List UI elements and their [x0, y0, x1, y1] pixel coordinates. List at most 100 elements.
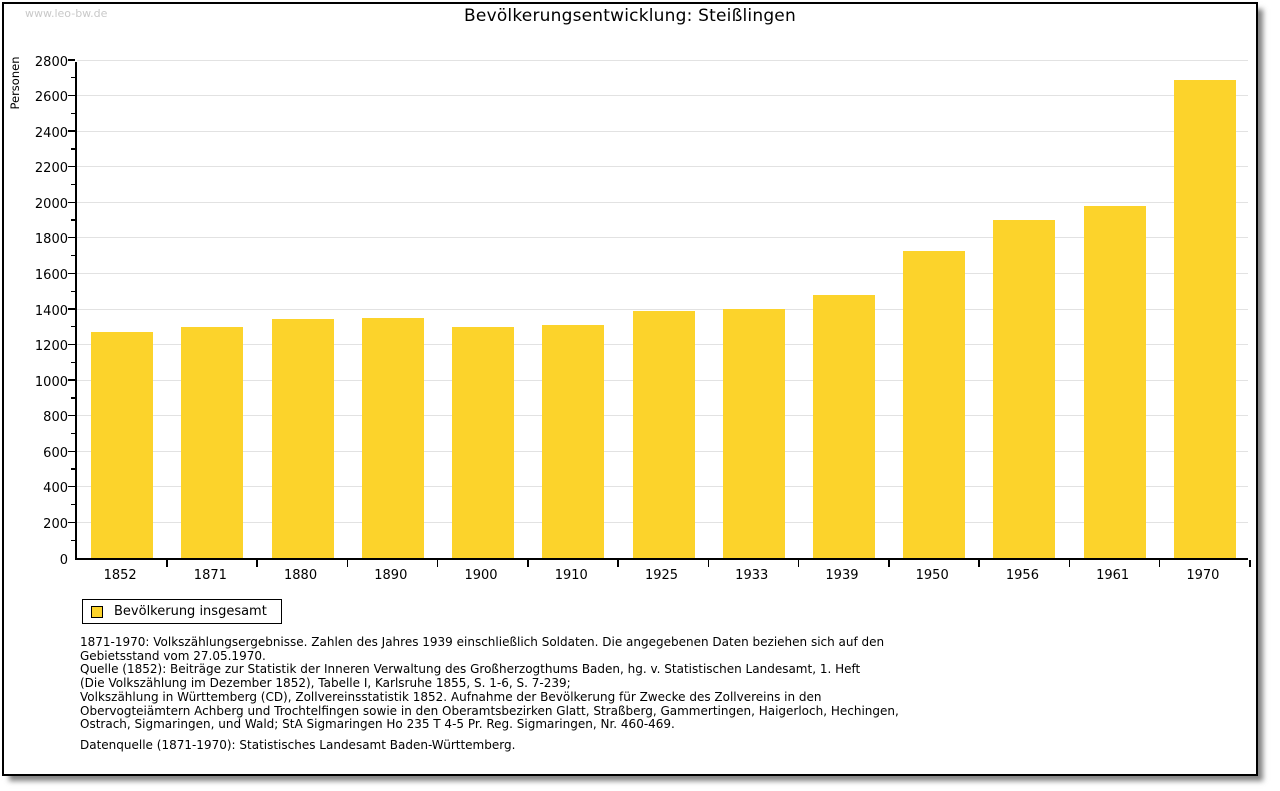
- bar-1910: [542, 325, 605, 558]
- y-tick-major: [68, 237, 75, 239]
- y-tick-major: [68, 343, 75, 346]
- y-tick-minor: [71, 77, 75, 79]
- bar-1970: [1173, 80, 1236, 558]
- y-tick-minor: [71, 361, 75, 363]
- gridline: [77, 201, 1248, 203]
- gridline: [77, 130, 1248, 132]
- y-tick-label: 2200: [34, 161, 68, 177]
- gridline: [77, 272, 1248, 274]
- bar-1871: [181, 326, 244, 558]
- x-tick: [978, 560, 980, 567]
- footnote-line: Quelle (1852): Beiträge zur Statistik de…: [80, 662, 861, 677]
- x-tick: [707, 560, 710, 567]
- y-tick-minor: [71, 397, 75, 399]
- y-tick-major: [68, 521, 75, 524]
- gridline: [77, 308, 1248, 310]
- x-tick: [346, 560, 349, 567]
- y-tick-major: [68, 450, 75, 452]
- gridline: [77, 237, 1248, 239]
- x-tick-label: 1933: [735, 568, 769, 583]
- bar-1950: [903, 251, 966, 558]
- footnote-line: Volkszählung in Württemberg (CD), Zollve…: [80, 689, 822, 704]
- y-tick-label: 800: [43, 410, 68, 426]
- gridline: [77, 95, 1248, 97]
- bar-1890: [361, 317, 424, 558]
- y-axis-labels: 0 200 400 600 800 1000 1200 1400 1600 1800 2000 220…: [4, 55, 68, 568]
- y-tick-label: 1600: [34, 267, 68, 283]
- y-tick-minor: [71, 326, 75, 328]
- y-tick-minor: [71, 504, 75, 506]
- y-tick-label: 2600: [34, 90, 68, 106]
- gridline: [77, 59, 1248, 61]
- x-tick-label: 1871: [193, 568, 227, 583]
- y-tick-minor: [71, 148, 75, 150]
- y-tick-minor: [71, 432, 75, 435]
- y-tick-major: [68, 59, 75, 61]
- x-tick: [527, 560, 529, 567]
- y-tick-label: 600: [43, 445, 68, 461]
- footnote-line: Gebietsstand vom 27.05.1970.: [80, 648, 266, 663]
- y-tick-major: [68, 379, 75, 381]
- y-tick-major: [68, 94, 75, 97]
- x-tick: [1158, 560, 1161, 567]
- x-tick-label: 1970: [1186, 568, 1220, 583]
- x-tick: [1068, 560, 1071, 567]
- y-tick-label: 2000: [34, 196, 68, 212]
- y-tick-minor: [71, 112, 75, 114]
- bar-1852: [91, 332, 154, 558]
- y-tick-label: 2800: [34, 54, 68, 70]
- footnote-line: Obervogteiämtern Achberg und Trochtelfin…: [80, 703, 899, 718]
- legend-label: Bevölkerung insgesamt: [114, 604, 267, 619]
- gridline: [77, 166, 1248, 168]
- bar-1939: [812, 294, 875, 558]
- bar-1900: [452, 326, 515, 558]
- y-tick-label: 200: [43, 516, 68, 532]
- y-tick-major: [68, 486, 75, 488]
- x-tick-label: 1925: [644, 568, 679, 583]
- x-tick-label: 1961: [1096, 568, 1130, 583]
- y-tick-major: [68, 201, 75, 203]
- x-axis-labels: 1852 1871 1880 1890 1900 1910 1925 1933 1939 1950…: [75, 566, 1248, 584]
- y-tick-label: 0: [59, 552, 68, 568]
- x-tick: [1249, 560, 1251, 567]
- plot-area: [68, 59, 1251, 567]
- x-tick-label: 1890: [374, 568, 408, 583]
- legend: Bevölkerung insgesamt: [82, 599, 282, 624]
- y-tick-major: [68, 414, 75, 417]
- bar-1880: [271, 318, 334, 558]
- bar-1961: [1083, 205, 1146, 558]
- x-tick-label: 1880: [284, 568, 318, 583]
- footnote-line: 1871-1970: Volkszählungsergebnisse. Zahl…: [80, 635, 885, 649]
- y-tick-label: 1800: [34, 232, 68, 248]
- footnote-line: Ostrach, Sigmaringen, und Wald; StA Sigm…: [80, 717, 675, 732]
- y-tick-minor: [71, 539, 75, 541]
- y-tick-label: 1400: [34, 303, 68, 319]
- y-tick-minor: [71, 183, 75, 186]
- chart-frame: www.leo-bw.de Bevölkerungsentwicklung: S…: [2, 2, 1258, 776]
- x-tick: [166, 560, 168, 567]
- y-tick-minor: [71, 290, 75, 292]
- y-tick-label: 400: [43, 481, 68, 497]
- y-tick-major: [68, 272, 75, 275]
- chart-title: Bevölkerungsentwicklung: Steißlingen: [464, 6, 796, 26]
- y-tick-minor: [71, 255, 75, 257]
- x-tick-label: 1939: [825, 568, 859, 583]
- x-tick-label: 1956: [1005, 568, 1039, 583]
- y-tick-label: 1200: [34, 339, 68, 355]
- footnote-line: (Die Volkszählung im Dezember 1852), Tab…: [80, 676, 571, 691]
- x-tick-label: 1910: [554, 568, 588, 583]
- y-tick-minor: [71, 468, 75, 470]
- watermark-url: www.leo-bw.de: [25, 7, 108, 20]
- x-tick: [617, 560, 619, 567]
- x-tick-label: 1900: [464, 568, 498, 583]
- y-tick-major: [68, 130, 75, 132]
- x-tick: [888, 560, 890, 567]
- bar-1933: [722, 309, 785, 558]
- y-tick-major: [68, 165, 75, 168]
- y-tick-label: 1000: [34, 374, 68, 390]
- bar-1956: [993, 220, 1056, 558]
- x-tick-label: 1852: [103, 568, 137, 583]
- x-tick: [436, 560, 439, 567]
- legend-swatch: [91, 605, 103, 618]
- y-tick-minor: [71, 219, 75, 221]
